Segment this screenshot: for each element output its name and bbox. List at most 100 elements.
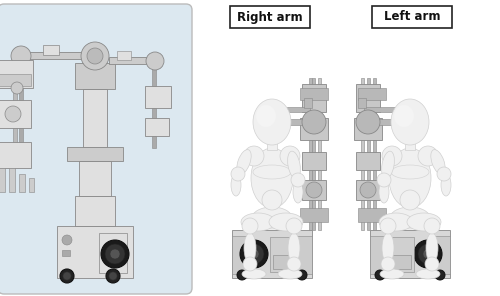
Circle shape — [109, 272, 117, 280]
Ellipse shape — [390, 207, 430, 229]
FancyBboxPatch shape — [230, 6, 310, 28]
Circle shape — [437, 167, 451, 181]
Bar — [232, 236, 248, 274]
Bar — [370, 230, 450, 278]
Ellipse shape — [389, 148, 431, 208]
Bar — [267, 138, 277, 150]
Bar — [290, 119, 318, 125]
Circle shape — [249, 249, 259, 259]
Bar — [312, 78, 315, 230]
FancyBboxPatch shape — [372, 6, 452, 28]
Circle shape — [101, 240, 129, 268]
Circle shape — [11, 46, 31, 66]
Ellipse shape — [426, 233, 438, 263]
Circle shape — [381, 257, 395, 271]
Ellipse shape — [231, 174, 241, 196]
Bar — [270, 237, 296, 272]
Bar — [62, 250, 70, 256]
Bar — [302, 180, 326, 200]
Bar — [373, 78, 376, 230]
Circle shape — [360, 182, 376, 198]
Ellipse shape — [237, 149, 251, 174]
Circle shape — [382, 146, 402, 166]
Ellipse shape — [251, 148, 293, 208]
Bar — [19, 174, 25, 192]
Ellipse shape — [244, 233, 256, 263]
Circle shape — [87, 48, 103, 64]
Circle shape — [380, 218, 396, 234]
Circle shape — [237, 270, 247, 280]
Bar — [273, 255, 293, 269]
Bar — [29, 178, 34, 192]
Bar — [361, 78, 364, 230]
Circle shape — [105, 244, 125, 264]
Bar — [364, 107, 395, 112]
Bar — [356, 84, 380, 112]
Bar — [370, 236, 386, 274]
Bar — [79, 161, 111, 196]
Circle shape — [81, 42, 109, 70]
Ellipse shape — [293, 181, 303, 203]
Ellipse shape — [407, 213, 441, 231]
Circle shape — [106, 269, 120, 283]
Circle shape — [146, 52, 164, 70]
Bar — [366, 119, 394, 125]
Bar — [43, 45, 59, 55]
Text: Right arm: Right arm — [237, 10, 303, 23]
Bar — [358, 208, 386, 222]
Ellipse shape — [416, 269, 440, 279]
Ellipse shape — [278, 269, 302, 279]
Bar — [117, 51, 131, 60]
Ellipse shape — [252, 207, 292, 229]
Ellipse shape — [441, 174, 451, 196]
Ellipse shape — [394, 105, 414, 127]
Ellipse shape — [256, 105, 276, 127]
Circle shape — [377, 173, 391, 187]
Circle shape — [5, 106, 21, 122]
Bar — [388, 237, 414, 272]
Bar — [358, 98, 366, 108]
Bar — [287, 107, 310, 112]
Bar — [358, 88, 386, 100]
Ellipse shape — [382, 233, 394, 263]
Bar — [0, 142, 31, 168]
Ellipse shape — [288, 233, 300, 263]
Bar — [145, 118, 169, 136]
Text: Left arm: Left arm — [384, 10, 440, 23]
Circle shape — [424, 218, 440, 234]
Circle shape — [302, 110, 326, 134]
Bar — [19, 56, 23, 156]
Bar — [109, 57, 153, 64]
Circle shape — [244, 146, 264, 166]
Circle shape — [435, 270, 445, 280]
Circle shape — [244, 244, 264, 264]
Bar — [152, 64, 156, 148]
Bar — [304, 98, 312, 108]
Bar — [75, 196, 115, 226]
Bar — [356, 180, 380, 200]
Circle shape — [400, 190, 420, 210]
Circle shape — [425, 257, 439, 271]
Bar — [300, 208, 328, 222]
Ellipse shape — [241, 213, 275, 231]
Bar — [318, 78, 321, 230]
Ellipse shape — [379, 181, 389, 203]
Ellipse shape — [253, 165, 291, 179]
Ellipse shape — [253, 99, 291, 145]
Bar — [302, 84, 326, 112]
Circle shape — [63, 272, 71, 280]
Ellipse shape — [391, 99, 429, 145]
Bar — [300, 118, 328, 140]
Bar — [434, 236, 450, 274]
Circle shape — [356, 110, 380, 134]
Circle shape — [375, 270, 385, 280]
Circle shape — [242, 218, 258, 234]
Bar — [83, 89, 107, 147]
Circle shape — [423, 249, 433, 259]
Bar — [99, 233, 127, 273]
Circle shape — [280, 146, 300, 166]
Bar — [405, 138, 415, 150]
Circle shape — [418, 244, 438, 264]
Circle shape — [287, 257, 301, 271]
Circle shape — [297, 270, 307, 280]
